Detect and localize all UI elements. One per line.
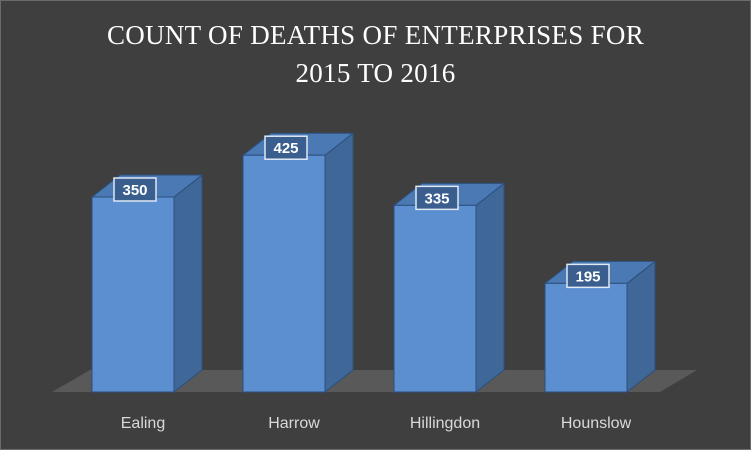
chart-title-line-1: COUNT OF DEATHS OF ENTERPRISES FOR [106, 20, 645, 50]
data-label-box-ealing [113, 177, 157, 202]
category-label-harrow: Harrow [268, 415, 320, 432]
data-label-harrow: 425 [273, 140, 298, 157]
chart-title: COUNT OF DEATHS OF ENTERPRISES FOR 2015 … [0, 16, 751, 92]
data-label-box-hillingdon [415, 185, 459, 211]
chart-floor [52, 370, 697, 392]
category-label-hounslow: Hounslow [561, 415, 632, 432]
bar-side-harrow [324, 132, 354, 394]
chart-title-line-2: 2015 TO 2016 [295, 58, 456, 88]
data-label-hillingdon: 335 [424, 190, 449, 207]
category-label-hillingdon: Hillingdon [410, 415, 480, 432]
bar-side-ealing [173, 173, 203, 394]
bar-hillingdon [393, 204, 477, 393]
bar-side-hounslow [626, 260, 656, 394]
data-label-box-harrow [264, 135, 308, 160]
data-label-ealing: 350 [122, 182, 147, 199]
bar-side-hillingdon [475, 182, 505, 394]
data-label-hounslow: 195 [575, 268, 600, 285]
bar-hounslow [544, 282, 628, 393]
data-label-box-hounslow [566, 263, 610, 289]
bar-ealing [91, 196, 175, 393]
bar-harrow [242, 154, 326, 393]
category-label-ealing: Ealing [121, 415, 165, 432]
